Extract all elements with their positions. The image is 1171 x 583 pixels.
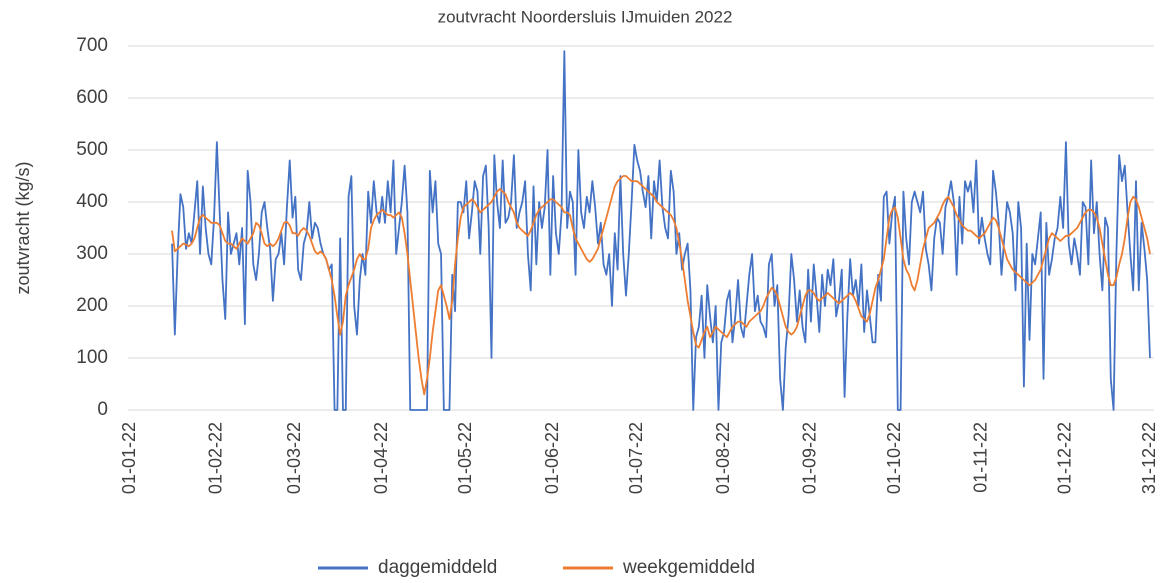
x-tick-label: 01-09-22 — [800, 422, 820, 494]
y-tick-label: 500 — [76, 139, 108, 160]
x-tick-label: 01-11-22 — [971, 422, 991, 493]
y-tick-label: 400 — [76, 191, 108, 212]
legend-label: weekgemiddeld — [622, 557, 755, 578]
y-tick-label: 300 — [76, 243, 108, 264]
y-tick-label: 0 — [97, 399, 108, 420]
y-tick-label: 200 — [76, 295, 108, 316]
y-tick-label: 100 — [76, 347, 108, 368]
y-tick-label: 600 — [76, 87, 108, 108]
x-tick-label: 31-12-22 — [1139, 422, 1159, 494]
y-axis-label: zoutvracht (kg/s) — [13, 161, 33, 294]
x-tick-label: 01-04-22 — [371, 422, 391, 494]
legend-label: daggemiddeld — [378, 557, 497, 578]
x-tick-label: 01-06-22 — [542, 422, 562, 494]
y-tick-label: 700 — [76, 35, 108, 56]
line-series — [171, 50, 1151, 411]
x-tick-label: 01-08-22 — [713, 422, 733, 494]
x-tick-label: 01-12-22 — [1055, 422, 1075, 494]
x-tick-label: 01-10-22 — [884, 422, 904, 494]
chart-title: zoutvracht Noordersluis IJmuiden 2022 — [438, 7, 733, 26]
x-tick-label: 01-07-22 — [626, 422, 646, 494]
x-tick-label: 01-01-22 — [119, 422, 139, 494]
x-tick-label: 01-05-22 — [455, 422, 475, 494]
x-tick-label: 01-03-22 — [284, 422, 304, 494]
x-tick-label: 01-02-22 — [206, 422, 226, 494]
line-series — [171, 175, 1151, 396]
